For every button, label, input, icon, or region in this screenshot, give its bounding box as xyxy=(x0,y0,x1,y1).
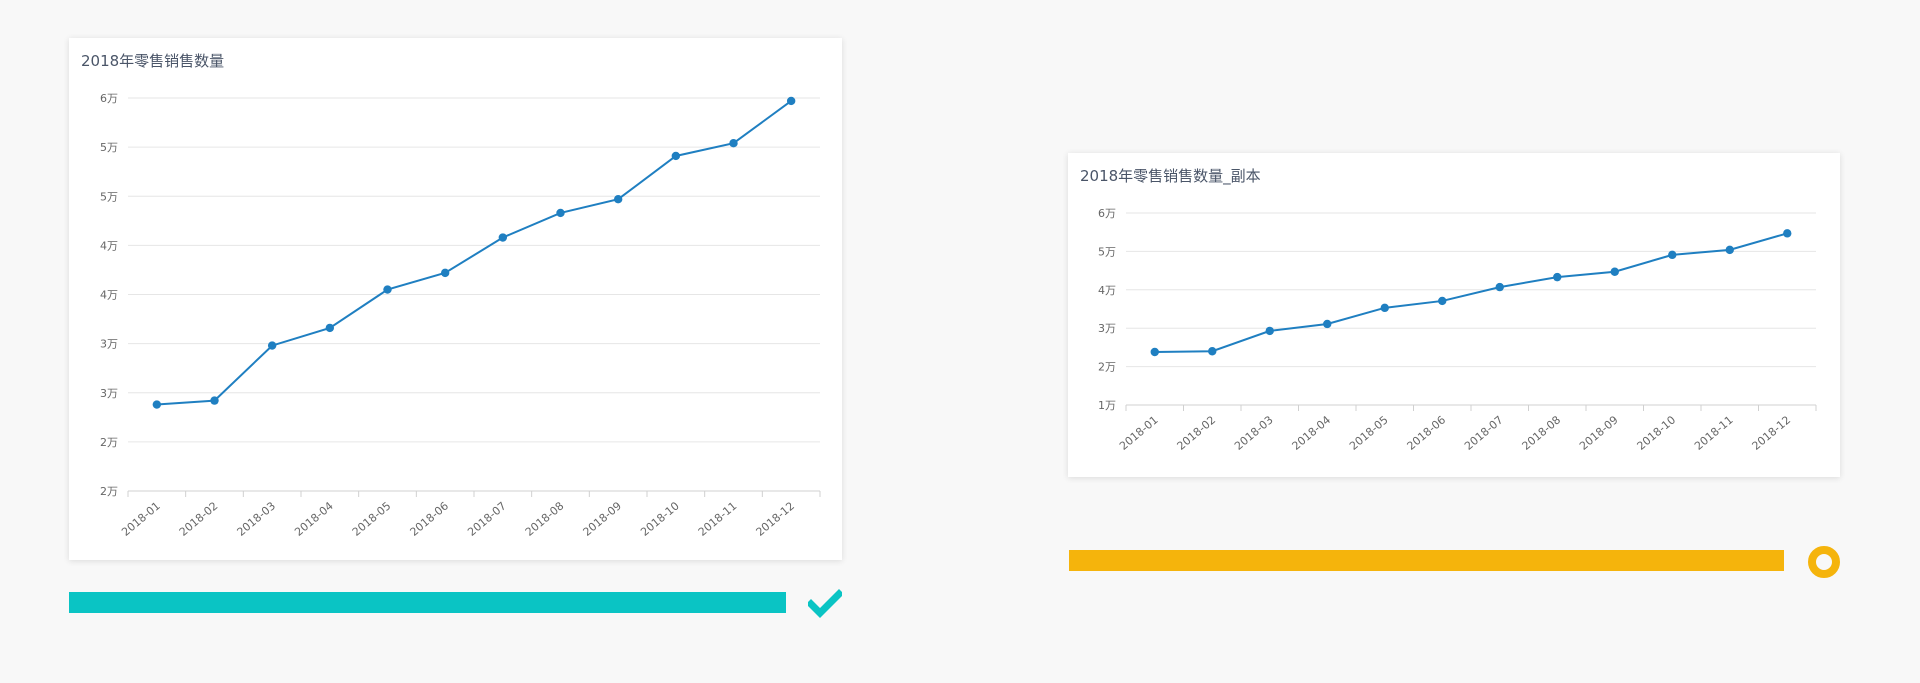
series-line xyxy=(1154,232,1788,354)
data-point[interactable] xyxy=(613,194,623,204)
x-tick-label: 2018-02 xyxy=(177,499,221,539)
x-tick-label: 2018-10 xyxy=(1635,413,1679,453)
y-tick-label: 6万 xyxy=(100,92,118,105)
data-point[interactable] xyxy=(1380,303,1389,313)
progress-bar-pending xyxy=(1069,550,1784,571)
x-tick-label: 2018-03 xyxy=(1232,413,1276,453)
data-point[interactable] xyxy=(1495,282,1504,292)
y-tick-label: 5万 xyxy=(1098,245,1116,258)
check-icon xyxy=(808,589,842,618)
x-tick-label: 2018-05 xyxy=(350,499,394,539)
y-tick-label: 3万 xyxy=(100,338,118,351)
x-tick-label: 2018-08 xyxy=(1520,413,1564,453)
data-point[interactable] xyxy=(210,396,219,405)
data-point[interactable] xyxy=(671,151,681,161)
y-tick-label: 3万 xyxy=(1098,322,1116,335)
data-point[interactable] xyxy=(1265,326,1274,336)
x-tick-label: 2018-10 xyxy=(638,499,682,539)
line-chart-retail-sales: 2万 2万 3万 3万 4万 4万 5万 5万 6万 2018-01 2018-02 2018-03 2… xyxy=(100,92,821,539)
data-point[interactable] xyxy=(440,268,450,278)
x-tick-label: 2018-09 xyxy=(581,499,625,539)
y-tick-label: 2万 xyxy=(100,436,118,449)
data-point[interactable] xyxy=(1323,319,1332,329)
x-tick-label: 2018-07 xyxy=(1462,413,1506,453)
y-tick-label: 5万 xyxy=(100,190,118,203)
y-tick-label: 2万 xyxy=(1098,361,1116,374)
ring-icon xyxy=(1808,546,1840,578)
y-tick-label: 3万 xyxy=(100,387,118,400)
x-tick-label: 2018-08 xyxy=(523,499,567,539)
y-tick-label: 2万 xyxy=(100,485,118,498)
data-point[interactable] xyxy=(1725,245,1734,255)
x-tick-label: 2018-04 xyxy=(1290,413,1334,453)
data-point[interactable] xyxy=(267,341,277,350)
x-tick-label: 2018-06 xyxy=(408,499,452,539)
y-tick-label: 4万 xyxy=(100,289,118,302)
data-point[interactable] xyxy=(556,208,565,218)
chart-card-retail-sales: 2018年零售销售数量 2万 2万 3万 3万 4万 4万 5万 5万 6万 2018-01 201… xyxy=(69,38,842,560)
y-tick-label: 5万 xyxy=(100,141,118,154)
data-point[interactable] xyxy=(383,285,392,294)
y-tick-label: 6万 xyxy=(1098,207,1116,220)
data-point[interactable] xyxy=(152,400,162,409)
x-tick-label: 2018-09 xyxy=(1577,413,1621,453)
data-point[interactable] xyxy=(1610,267,1619,276)
y-tick-label: 4万 xyxy=(1098,284,1116,297)
x-tick-label: 2018-11 xyxy=(696,499,740,539)
x-tick-label: 2018-12 xyxy=(754,499,798,539)
series-line xyxy=(156,100,792,406)
chart-card-retail-sales-copy: 2018年零售销售数量_副本 1万 2万 3万 4万 5万 6万 2018-01 2018-0… xyxy=(1068,153,1840,477)
x-tick-label: 2018-12 xyxy=(1750,413,1794,453)
x-tick-label: 2018-02 xyxy=(1175,413,1219,453)
data-point[interactable] xyxy=(1150,347,1159,357)
y-tick-label: 1万 xyxy=(1098,399,1116,412)
data-point[interactable] xyxy=(1668,250,1677,260)
data-point[interactable] xyxy=(786,96,796,106)
data-point[interactable] xyxy=(1783,229,1792,238)
chart-title: 2018年零售销售数量_副本 xyxy=(1080,167,1261,185)
data-point[interactable] xyxy=(498,233,508,242)
x-tick-label: 2018-04 xyxy=(292,499,336,539)
x-tick-label: 2018-01 xyxy=(1117,413,1161,453)
x-tick-label: 2018-05 xyxy=(1347,413,1391,453)
data-point[interactable] xyxy=(729,138,738,148)
data-point[interactable] xyxy=(1553,272,1562,282)
data-point[interactable] xyxy=(1208,347,1217,356)
progress-bar-complete xyxy=(69,592,786,613)
y-tick-label: 4万 xyxy=(100,239,118,252)
chart-title: 2018年零售销售数量 xyxy=(81,52,225,70)
x-tick-label: 2018-11 xyxy=(1692,413,1736,453)
x-tick-label: 2018-03 xyxy=(235,499,279,539)
line-chart-retail-sales-copy: 1万 2万 3万 4万 5万 6万 2018-01 2018-02 2018-03 2018-04… xyxy=(1098,207,1817,453)
x-tick-label: 2018-01 xyxy=(119,499,163,539)
x-tick-label: 2018-06 xyxy=(1405,413,1449,453)
data-point[interactable] xyxy=(325,323,335,333)
data-point[interactable] xyxy=(1438,296,1447,306)
x-tick-label: 2018-07 xyxy=(465,499,509,539)
